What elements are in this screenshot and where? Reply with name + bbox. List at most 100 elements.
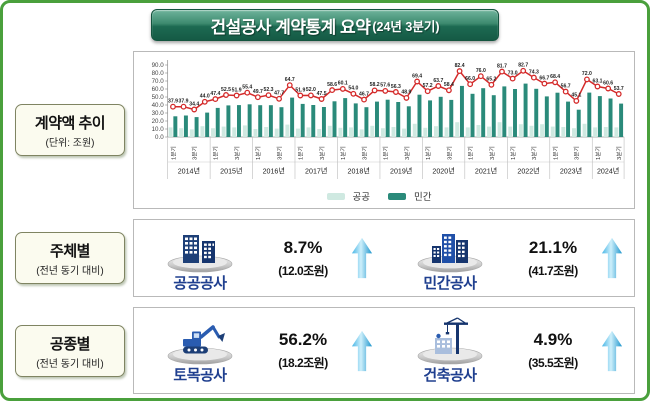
- up-arrow-icon: [601, 330, 623, 371]
- public-works-icon-block: 공공공사: [145, 224, 255, 293]
- svg-text:2020년: 2020년: [432, 166, 454, 175]
- svg-text:1분기: 1분기: [382, 146, 390, 160]
- svg-text:2023년: 2023년: [560, 166, 582, 175]
- private-works-values: 21.1% (41.7조원): [517, 238, 589, 279]
- svg-text:68.4: 68.4: [550, 74, 560, 80]
- private-works-label: 민간공사: [423, 274, 477, 292]
- svg-text:2022년: 2022년: [517, 166, 539, 175]
- label-contract-trend-title: 계약액 추이: [34, 115, 106, 132]
- svg-text:2024년: 2024년: [597, 166, 619, 175]
- svg-text:37.9: 37.9: [179, 98, 189, 104]
- svg-text:20.0: 20.0: [152, 118, 165, 125]
- svg-text:1분기: 1분기: [509, 146, 517, 160]
- svg-text:60.0: 60.0: [152, 86, 165, 93]
- svg-text:74.3: 74.3: [529, 69, 539, 75]
- private-works-icon-block: 민간공사: [395, 224, 505, 293]
- svg-text:52.3: 52.3: [264, 87, 274, 93]
- svg-text:1분기: 1분기: [254, 146, 262, 160]
- svg-text:56.3: 56.3: [391, 84, 401, 90]
- worktype-cards-panel: 토목공사 56.2% (18.2조원): [133, 307, 635, 394]
- civil-works-values: 56.2% (18.2조원): [267, 330, 339, 371]
- stat-card-civil-works: 토목공사 56.2% (18.2조원): [134, 316, 384, 385]
- chart-panel: 0.0 10.0 20.0 30.0 40.0 50.0 60.0 70.0 80.0 90.0 3…: [133, 51, 635, 209]
- svg-text:44.0: 44.0: [200, 94, 210, 100]
- legend-swatch-private: [388, 192, 406, 200]
- svg-text:73.0: 73.0: [508, 70, 518, 76]
- up-arrow-icon: [351, 330, 373, 371]
- svg-text:1분기: 1분기: [297, 146, 305, 160]
- svg-text:47.7: 47.7: [274, 91, 284, 97]
- svg-text:1분기: 1분기: [424, 146, 432, 160]
- stat-card-private-works: 민간공사 21.1% (41.7조원): [384, 224, 634, 293]
- svg-text:1분기: 1분기: [552, 146, 560, 160]
- svg-text:0.0: 0.0: [155, 134, 164, 141]
- civil-works-icon-block: 토목공사: [145, 316, 255, 385]
- private-buildings-icon: [417, 233, 483, 272]
- chart-legend: 공공 민간: [138, 187, 630, 205]
- title-text: 건설공사 계약통계 요약: [210, 17, 371, 37]
- svg-text:2017년: 2017년: [305, 166, 327, 175]
- svg-text:50.0: 50.0: [152, 94, 165, 101]
- svg-text:40.0: 40.0: [152, 102, 165, 109]
- svg-text:1분기: 1분기: [169, 146, 177, 160]
- svg-text:63.1: 63.1: [593, 78, 603, 84]
- svg-text:58.4: 58.4: [444, 82, 454, 88]
- svg-text:54.0: 54.0: [348, 86, 358, 92]
- svg-text:3분기: 3분기: [530, 146, 538, 160]
- civil-works-label: 토목공사: [173, 367, 227, 384]
- svg-text:57.2: 57.2: [423, 83, 433, 89]
- up-arrow-icon: [351, 237, 373, 279]
- svg-text:90.0: 90.0: [152, 62, 165, 69]
- label-by-subject-title: 주체별: [50, 243, 90, 260]
- svg-text:51.9: 51.9: [232, 87, 242, 93]
- svg-text:3분기: 3분기: [233, 146, 241, 160]
- contract-trend-row: 계약액 추이 (단위: 조원) 0.0 10.0 20.0 30.0 40.0 50.0 6…: [15, 51, 635, 209]
- svg-text:52.0: 52.0: [306, 87, 316, 93]
- building-works-label: 건축공사: [423, 367, 477, 384]
- public-works-percent: 8.7%: [283, 237, 323, 257]
- civil-works-percent: 56.2%: [278, 330, 328, 349]
- private-works-percent: 21.1%: [528, 237, 578, 257]
- svg-text:48.9: 48.9: [401, 90, 411, 96]
- svg-text:3분기: 3분기: [488, 146, 496, 160]
- svg-text:60.1: 60.1: [338, 81, 348, 87]
- public-buildings-icon: [167, 234, 233, 272]
- stat-card-building-works: 건축공사 4.9% (35.5조원): [384, 316, 634, 385]
- label-by-worktype-note: (전년 동기 대비): [36, 358, 104, 370]
- svg-text:82.7: 82.7: [518, 63, 528, 69]
- svg-text:46.7: 46.7: [359, 91, 369, 97]
- svg-text:3분기: 3분기: [615, 146, 623, 160]
- svg-text:64.7: 64.7: [285, 77, 295, 83]
- svg-text:60.6: 60.6: [603, 80, 613, 86]
- svg-text:3분기: 3분기: [573, 146, 581, 160]
- svg-text:3분기: 3분기: [191, 146, 199, 160]
- svg-text:56.7: 56.7: [561, 83, 571, 89]
- stat-card-public-works: 공공공사 8.7% (12.0조원): [134, 224, 384, 293]
- label-by-subject: 주체별 (전년 동기 대비): [15, 232, 125, 284]
- svg-text:49.7: 49.7: [253, 89, 263, 95]
- building-works-percent: 4.9%: [533, 330, 573, 349]
- legend-label-public: 공공: [352, 192, 370, 203]
- svg-text:47.4: 47.4: [210, 91, 220, 97]
- building-works-amount: (35.5조원): [528, 356, 578, 370]
- svg-text:70.0: 70.0: [152, 78, 165, 85]
- svg-text:3분기: 3분기: [403, 146, 411, 160]
- svg-text:80.0: 80.0: [152, 70, 165, 77]
- title-subtext: (24년 3분기): [372, 19, 440, 34]
- svg-text:82.4: 82.4: [455, 63, 465, 69]
- label-by-worktype-title: 공종별: [50, 335, 90, 353]
- label-contract-trend: 계약액 추이 (단위: 조원): [15, 104, 125, 156]
- svg-text:63.7: 63.7: [433, 78, 443, 84]
- label-by-worktype: 공종별 (전년 동기 대비): [15, 324, 125, 377]
- svg-text:58.6: 58.6: [327, 82, 337, 88]
- svg-text:2014년: 2014년: [178, 166, 200, 175]
- title-row: 건설공사 계약통계 요약 (24년 3분기): [15, 9, 635, 41]
- svg-text:1분기: 1분기: [212, 146, 220, 160]
- page-title: 건설공사 계약통계 요약 (24년 3분기): [151, 9, 499, 41]
- svg-text:57.6: 57.6: [380, 83, 390, 89]
- svg-text:3분기: 3분기: [275, 146, 283, 160]
- public-works-amount: (12.0조원): [278, 263, 328, 278]
- svg-text:3분기: 3분기: [360, 146, 368, 160]
- svg-text:3분기: 3분기: [445, 146, 453, 160]
